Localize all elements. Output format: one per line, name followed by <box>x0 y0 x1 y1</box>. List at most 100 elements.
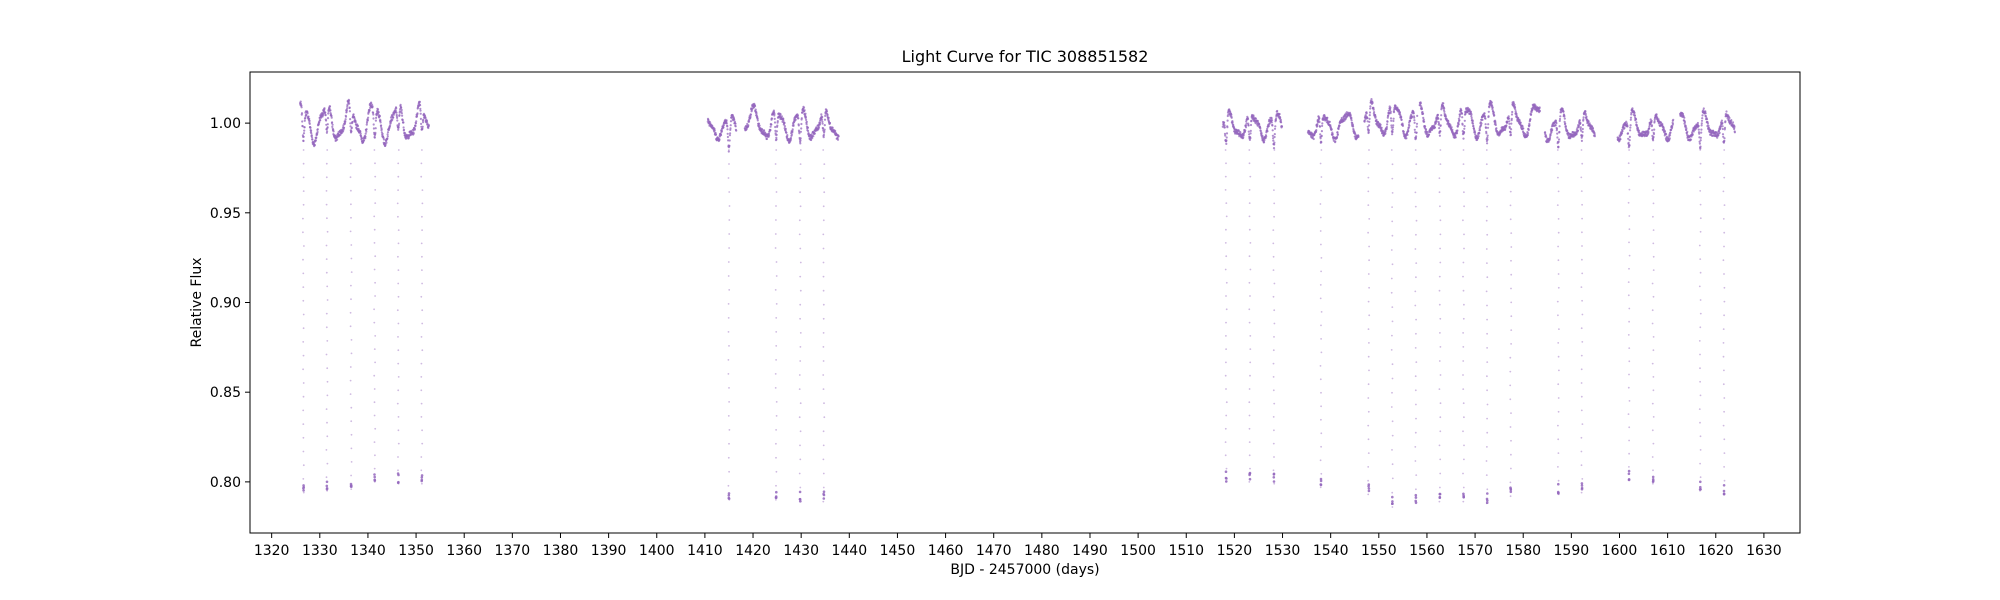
flux-point <box>1258 123 1261 126</box>
flux-point <box>726 132 729 135</box>
flux-point <box>1223 121 1226 124</box>
eclipse-point <box>1627 413 1630 415</box>
flux-point <box>387 128 390 132</box>
eclipse-point <box>1463 303 1465 306</box>
eclipse-point <box>1391 420 1394 423</box>
flux-point <box>422 121 425 124</box>
flux-point <box>1245 120 1248 123</box>
flux-point <box>734 125 737 128</box>
flux-point <box>326 123 329 126</box>
flux-point <box>775 130 779 133</box>
flux-point <box>797 124 800 127</box>
eclipse-min-point <box>1414 496 1418 499</box>
eclipse-point <box>1651 429 1654 432</box>
eclipse-point <box>1438 360 1441 362</box>
flux-point <box>711 124 714 128</box>
eclipse-point <box>1557 273 1560 275</box>
eclipse-point <box>1509 398 1512 401</box>
eclipse-point <box>420 242 423 245</box>
flux-point <box>1249 129 1252 132</box>
eclipse-point <box>1699 353 1701 356</box>
eclipse-point <box>727 177 730 179</box>
flux-point <box>336 138 339 141</box>
eclipse-min-point <box>1580 482 1584 485</box>
flux-point <box>349 118 352 121</box>
flux-point <box>1273 127 1277 130</box>
y-tick-label: 1.00 <box>210 116 241 132</box>
eclipse-point <box>1368 245 1370 248</box>
x-tick-label: 1400 <box>639 543 675 559</box>
eclipse-point <box>1224 454 1227 457</box>
eclipse-point <box>1652 215 1654 218</box>
flux-point <box>1514 108 1517 111</box>
flux-point <box>1716 136 1719 139</box>
eclipse-point <box>326 394 329 397</box>
eclipse-min-point <box>1414 499 1417 503</box>
eclipse-point <box>1272 349 1275 352</box>
flux-point <box>1699 145 1702 148</box>
eclipse-point <box>1390 349 1393 351</box>
flux-point <box>1267 125 1270 128</box>
eclipse-point <box>1367 355 1370 358</box>
eclipse-point <box>1273 189 1275 192</box>
flux-point <box>1231 121 1234 124</box>
eclipse-point <box>1581 423 1584 425</box>
eclipse-point <box>1391 320 1394 323</box>
eclipse-point <box>1272 442 1275 445</box>
flux-point <box>1384 132 1387 135</box>
eclipse-point <box>1581 245 1583 247</box>
flux-point <box>779 113 782 116</box>
x-tick-label: 1530 <box>1265 543 1301 559</box>
eclipse-point <box>350 474 352 477</box>
flux-point <box>372 111 375 114</box>
flux-point <box>1656 116 1659 119</box>
flux-point <box>1653 128 1656 131</box>
flux-point <box>1627 137 1630 140</box>
x-tick-label: 1590 <box>1554 543 1590 559</box>
eclipse-point <box>1699 394 1702 397</box>
flux-point <box>1367 131 1370 134</box>
flux-point <box>1701 114 1704 117</box>
flux-point <box>1551 128 1554 132</box>
eclipse-point <box>1462 163 1465 166</box>
flux-point <box>346 107 349 110</box>
flux-point <box>1318 125 1322 128</box>
flux-point <box>326 126 329 129</box>
eclipse-point <box>1368 259 1370 262</box>
eclipse-min-point <box>1722 489 1726 493</box>
eclipse-point <box>799 430 802 433</box>
eclipse-point <box>1414 177 1417 180</box>
flux-point <box>1558 125 1561 128</box>
flux-point <box>365 130 368 133</box>
eclipse-point <box>373 228 376 231</box>
eclipse-point <box>1462 472 1464 475</box>
flux-point <box>1685 127 1688 130</box>
eclipse-point <box>1652 229 1655 232</box>
flux-point <box>1635 121 1638 124</box>
flux-point <box>427 124 430 127</box>
flux-point <box>1254 117 1257 120</box>
eclipse-point <box>1651 456 1654 458</box>
flux-point <box>321 114 325 117</box>
flux-point <box>791 128 794 131</box>
eclipse-point <box>1723 438 1726 441</box>
eclipse-point <box>1463 416 1465 419</box>
eclipse-point <box>302 368 304 371</box>
eclipse-point <box>822 374 825 376</box>
eclipse-point <box>1391 334 1393 337</box>
flux-point <box>1421 112 1425 115</box>
eclipse-point <box>1580 395 1583 398</box>
eclipse-point <box>1628 215 1631 217</box>
eclipse-point <box>1320 432 1323 435</box>
flux-point <box>1336 131 1339 134</box>
eclipse-point <box>1414 389 1417 392</box>
flux-point <box>770 123 773 126</box>
eclipse-point <box>325 408 328 410</box>
eclipse-point <box>1628 373 1630 376</box>
eclipse-point <box>1486 347 1488 349</box>
eclipse-point <box>1320 257 1323 259</box>
eclipse-point <box>1225 414 1228 417</box>
eclipse-point <box>1557 355 1560 358</box>
flux-point <box>1440 114 1443 117</box>
flux-point <box>1554 119 1557 122</box>
